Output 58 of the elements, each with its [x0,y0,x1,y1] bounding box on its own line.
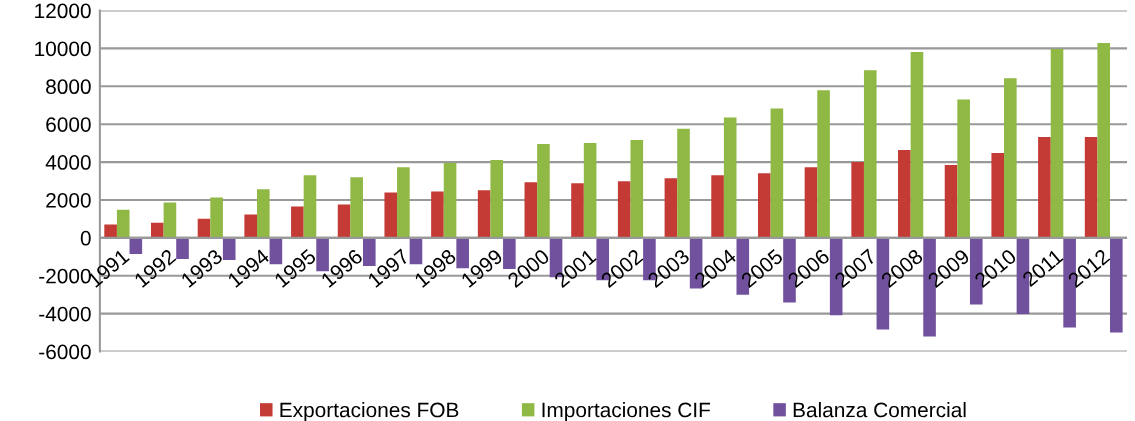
bar [151,222,164,238]
bar [630,139,644,238]
bar [910,52,924,238]
bar [723,117,737,238]
bar [1004,78,1017,238]
bar [303,175,317,238]
bar [757,173,771,238]
bar [163,202,177,238]
bar [337,204,351,238]
bar [944,165,958,238]
bar [397,167,410,238]
bar [804,167,818,238]
bar [524,182,538,238]
bar [244,214,257,238]
legend-label: Balanza Comercial [793,402,966,418]
bar [537,143,550,238]
bar [991,152,1005,238]
bar [490,160,504,238]
bar [863,70,877,238]
bar [664,178,678,238]
y-tick-label: 12000 [35,3,91,19]
bar [817,90,830,238]
bar [256,189,270,238]
bar [384,192,398,238]
bar [571,183,584,238]
bar [197,218,211,238]
bar [291,206,304,238]
bar [1084,136,1098,238]
bar [431,191,444,238]
bar [617,181,631,238]
y-tick-label: 2000 [46,192,91,208]
bar [443,163,457,238]
y-tick-label: -6000 [39,344,91,360]
bar [898,149,911,238]
legend-label: Exportaciones FOB [280,402,459,421]
bar [711,175,724,238]
bar [1110,237,1123,333]
legend-label: Importaciones CIF [542,402,711,421]
y-tick-label: 6000 [46,117,91,132]
y-tick-label: 10000 [35,41,91,57]
bar [770,108,784,238]
bar [116,209,130,238]
bar [677,128,690,238]
bar [210,197,223,238]
bar [104,224,117,238]
bar [851,162,864,238]
bar [1097,42,1111,238]
bar [1038,136,1051,238]
y-tick-label: 8000 [46,79,91,95]
bar [1050,48,1064,238]
y-tick-label: 4000 [45,155,91,170]
bar [957,99,970,238]
bar [350,177,363,238]
y-tick-label: -2000 [39,268,91,284]
y-tick-label: 0 [80,230,91,246]
y-tick-label: -4000 [39,306,91,322]
bar [477,190,491,238]
bar [583,142,597,238]
